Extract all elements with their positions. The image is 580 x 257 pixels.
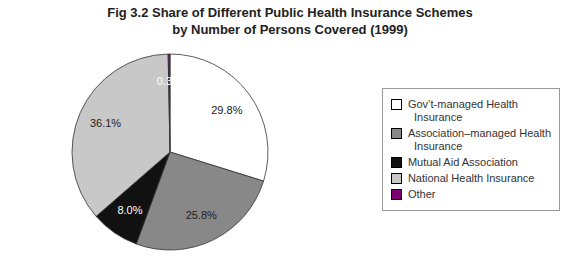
svg-text:36.1%: 36.1%: [90, 117, 121, 129]
html-text:Mutual Aid Association: Mutual Aid Association: [407, 156, 518, 168]
svg-text:25.8%: 25.8%: [186, 209, 217, 221]
html-text:Gov’t-managed Health Insurance: Gov’t-managed Health Insurance: [407, 98, 518, 123]
html-text:by Number of Persons Covered (: by Number of Persons Covered (1999): [172, 22, 408, 37]
svg-text:29.8%: 29.8%: [211, 104, 242, 116]
html-text:Other: Other: [407, 188, 436, 200]
html-text:National Health Insurance: National Health Insurance: [407, 172, 535, 184]
svg-text:0.3%: 0.3%: [157, 75, 182, 87]
svg-text:8.0%: 8.0%: [117, 204, 142, 216]
html-text:Association–managed Health Ins: Association–managed Health Insurance: [407, 127, 551, 152]
html-text:Fig 3.2 Share of Different Pub: Fig 3.2 Share of Different Public Health…: [107, 5, 473, 20]
